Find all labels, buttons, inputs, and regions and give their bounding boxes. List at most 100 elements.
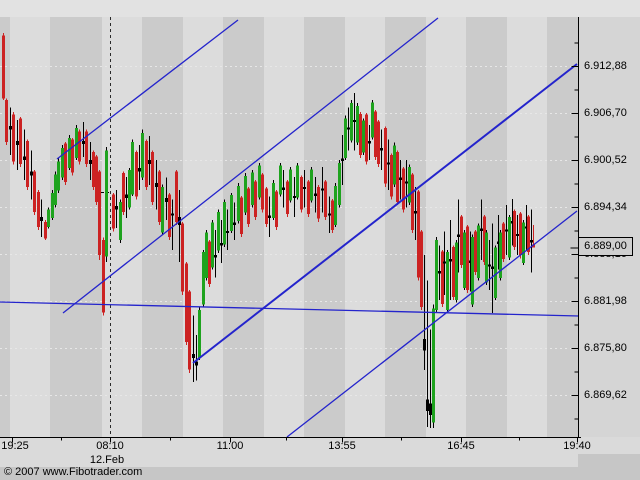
candle	[254, 179, 257, 221]
candle	[347, 107, 350, 151]
candle	[75, 125, 78, 161]
price-axis-panel	[578, 17, 640, 437]
candle	[443, 231, 446, 295]
candle	[380, 129, 383, 171]
candle-body	[522, 222, 525, 263]
trend-line	[56, 19, 239, 160]
candle	[26, 139, 29, 190]
candle	[122, 171, 125, 215]
candle-body	[47, 209, 50, 228]
candle	[365, 112, 368, 165]
trend-line	[286, 210, 578, 438]
candle	[460, 214, 463, 269]
candle	[23, 129, 26, 180]
candle	[469, 231, 472, 292]
candle	[178, 189, 181, 263]
candle	[220, 220, 223, 263]
candle	[61, 144, 64, 180]
candle	[261, 173, 264, 213]
candle	[426, 280, 429, 428]
candle	[499, 230, 502, 281]
candle-body	[9, 125, 12, 130]
candle	[68, 135, 71, 171]
candle	[477, 223, 480, 281]
candle-body	[356, 106, 359, 143]
candle	[141, 129, 144, 180]
candle-body	[195, 361, 198, 366]
candle-body	[399, 177, 402, 180]
candle-body	[402, 168, 405, 210]
candle	[275, 189, 278, 231]
candle-body	[112, 194, 115, 229]
candle-body	[220, 243, 223, 246]
candle-body	[233, 222, 236, 225]
candle-body	[477, 225, 480, 279]
candle-body	[230, 195, 233, 231]
candle	[211, 220, 214, 270]
candle	[359, 112, 362, 158]
candle-body	[272, 182, 275, 218]
candle	[37, 189, 40, 231]
candle-body	[64, 143, 67, 183]
candle-body	[530, 240, 533, 243]
candle-body	[344, 118, 347, 158]
candle-body	[217, 211, 220, 251]
candle-body	[158, 171, 161, 222]
candle-body	[254, 181, 257, 218]
candle-body	[244, 176, 247, 213]
candle	[296, 163, 299, 200]
candle-body	[122, 173, 125, 212]
candle	[474, 230, 477, 275]
candle-body	[488, 264, 491, 267]
candle	[289, 166, 292, 203]
candle-body	[511, 220, 514, 224]
candle	[314, 176, 317, 213]
candle-body	[414, 211, 417, 214]
candle-body	[175, 171, 178, 222]
gridlines	[0, 65, 578, 397]
candle	[188, 290, 191, 374]
candle-body	[480, 228, 483, 231]
candle-body	[324, 181, 327, 218]
candle-body	[85, 131, 88, 164]
candle-body	[432, 308, 435, 423]
candle-body	[135, 151, 138, 197]
candle	[247, 186, 250, 228]
candle-body	[192, 354, 195, 358]
candle-body	[350, 103, 353, 141]
candle	[511, 198, 514, 246]
candle-body	[240, 197, 243, 234]
candle	[485, 230, 488, 285]
candle	[466, 224, 469, 294]
candle-body	[151, 151, 154, 202]
candle	[420, 230, 423, 310]
candle-body	[148, 160, 151, 164]
candle-body	[16, 141, 19, 145]
candle-body	[141, 132, 144, 178]
candle	[438, 245, 441, 301]
candle-body	[286, 181, 289, 215]
candle	[408, 164, 411, 206]
candle	[338, 160, 341, 208]
candle	[119, 199, 122, 244]
candle-body	[328, 213, 331, 216]
candle	[293, 176, 296, 218]
candle	[125, 176, 128, 218]
candle	[310, 166, 313, 203]
candle-body	[303, 186, 306, 190]
candle-body	[265, 188, 268, 225]
candle-body	[165, 198, 168, 202]
candle-body	[293, 195, 296, 199]
candle	[432, 304, 435, 428]
candle-body	[131, 141, 134, 195]
candle-body	[393, 145, 396, 185]
candle-body	[310, 169, 313, 201]
candle	[208, 240, 211, 288]
candle	[115, 189, 118, 228]
price-axis-label: 6.906,70	[584, 106, 627, 119]
candle	[16, 119, 19, 171]
candle	[435, 236, 438, 313]
candle-body	[185, 263, 188, 342]
candle	[95, 154, 98, 206]
candle	[30, 150, 33, 200]
